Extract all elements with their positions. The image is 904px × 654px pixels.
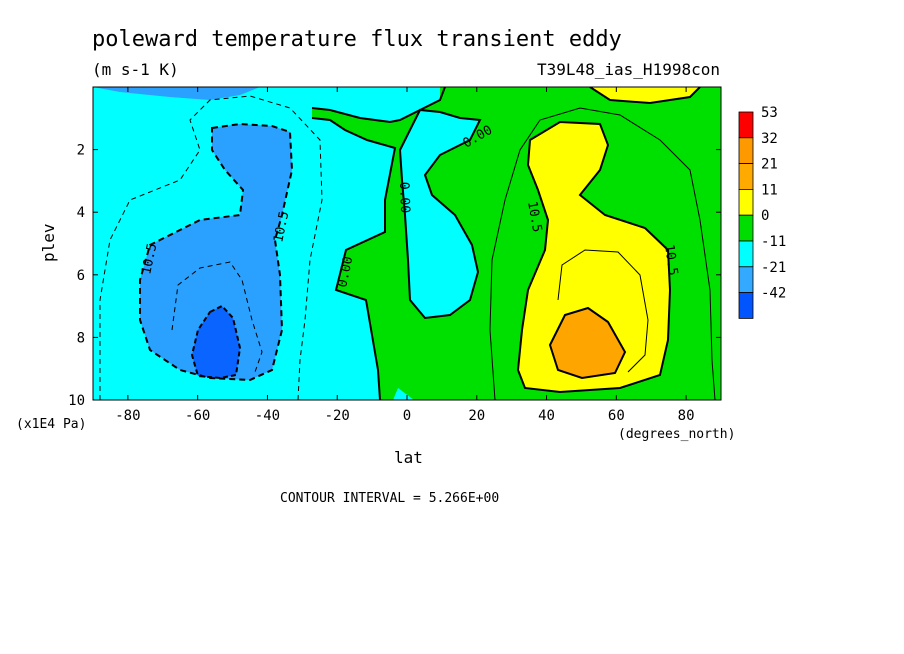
colorbar-swatch [738,163,754,190]
field-moderate-negative [140,124,292,380]
contour-top-band [589,87,701,105]
field-strong-positive [550,308,625,378]
y-tick-label: 10 [68,393,85,409]
contour-zero-equator [311,117,397,400]
contour-label: 10.5 [524,200,544,233]
colorbar-label: 0 [761,208,769,224]
contour-zero-west [311,87,446,124]
colorbar-label: -21 [761,260,786,276]
y-axis-units: (x1E4 Pa) [16,417,86,432]
contour-label: 0.00 [335,255,356,289]
x-axis-title: lat [394,448,423,467]
y-tick-label: 2 [77,143,85,159]
contour-labels: 10.5 10.5 0.00 0.00 0.00 10.5 10.5 [139,123,680,289]
contour-label: 10.5 [661,243,680,276]
contour-lines [99,87,716,400]
contour-interval: CONTOUR INTERVAL = 5.266E+00 [280,491,499,506]
x-axis-units: (degrees_north) [618,427,735,442]
field-strong-negative [192,306,240,378]
colorbar-swatch [738,111,754,139]
y-tick-label: 4 [77,205,85,221]
contour-pos-moderate [516,120,672,394]
run-label: T39L48_ias_H1998con [537,60,720,79]
contour-pos-strong [548,306,627,380]
y-axis-title: plev [39,223,58,262]
contour-zero-tongue [398,108,482,320]
x-tick-label: -20 [325,408,350,424]
colorbar-label: 21 [761,157,778,173]
x-tick-label: -40 [255,408,280,424]
colorbar-label: 11 [761,182,778,198]
colorbar-label: 53 [761,105,778,121]
x-tick-label: 20 [468,408,485,424]
contour-label: 10.5 [139,242,160,276]
colorbar-swatch [738,214,754,242]
contour-neg-outer [99,95,323,400]
x-axis: -80 -60 -40 -20 0 20 40 60 80 [115,87,695,424]
contour-pos-outer [489,107,716,400]
x-tick-label: 40 [538,408,555,424]
colorbar-swatch [738,188,754,216]
contour-neg-strong [190,304,242,380]
colorbar-swatch [738,240,754,268]
y-tick-label: 6 [77,268,85,284]
colorbar-swatch [738,137,754,165]
field-top-negative-patch [93,87,260,100]
colorbar: 53 32 21 11 0 -11 -21 -42 [738,105,786,319]
x-tick-label: -60 [185,408,210,424]
contour-label: 10.5 [271,210,292,244]
x-tick-label: 80 [678,408,695,424]
contour-pos-inner [557,249,649,373]
x-tick-label: -80 [115,408,140,424]
chart-units: (m s-1 K) [92,60,179,79]
colorbar-label: 32 [761,131,778,147]
chart-title: poleward temperature flux transient eddy [92,27,622,52]
field-equatorial-tongue [400,110,480,318]
colorbar-swatch [738,266,754,293]
y-axis: 2 4 6 8 10 [68,143,721,409]
colorbar-label: -11 [761,234,786,250]
field-moderate-positive [518,122,670,392]
colorbar-swatch [738,292,754,319]
x-tick-label: 0 [403,408,411,424]
x-tick-label: 60 [608,408,625,424]
y-tick-label: 8 [77,330,85,346]
contour-label: 0.00 [396,182,412,214]
colorbar-label: -42 [761,286,786,302]
plot-area [93,87,721,400]
